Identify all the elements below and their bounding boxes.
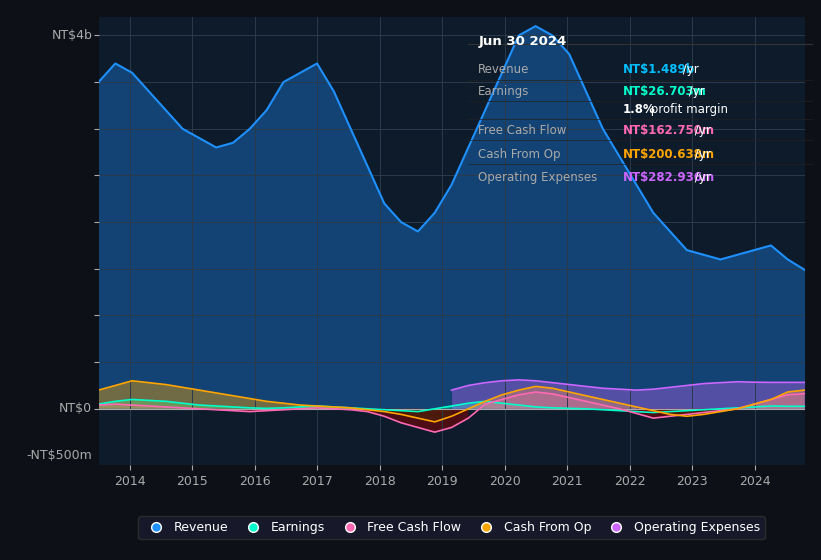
Legend: Revenue, Earnings, Free Cash Flow, Cash From Op, Operating Expenses: Revenue, Earnings, Free Cash Flow, Cash … [138, 516, 765, 539]
Text: profit margin: profit margin [647, 103, 728, 116]
Text: NT$0: NT$0 [59, 402, 92, 416]
Text: Earnings: Earnings [479, 85, 530, 98]
Text: NT$4b: NT$4b [52, 29, 92, 42]
Text: -NT$500m: -NT$500m [26, 449, 92, 462]
Text: /yr: /yr [691, 148, 711, 161]
Text: Operating Expenses: Operating Expenses [479, 171, 598, 184]
Text: Cash From Op: Cash From Op [479, 148, 561, 161]
Text: Revenue: Revenue [479, 63, 530, 76]
Text: NT$282.936m: NT$282.936m [623, 171, 715, 184]
Text: NT$1.489b: NT$1.489b [623, 63, 695, 76]
Text: /yr: /yr [691, 171, 711, 184]
Text: NT$26.703m: NT$26.703m [623, 85, 707, 98]
Text: 1.8%: 1.8% [623, 103, 656, 116]
Text: /yr: /yr [691, 124, 711, 137]
Text: NT$162.750m: NT$162.750m [623, 124, 715, 137]
Text: Jun 30 2024: Jun 30 2024 [479, 35, 566, 48]
Text: /yr: /yr [686, 85, 705, 98]
Text: NT$200.638m: NT$200.638m [623, 148, 715, 161]
Text: Free Cash Flow: Free Cash Flow [479, 124, 566, 137]
Text: /yr: /yr [679, 63, 699, 76]
